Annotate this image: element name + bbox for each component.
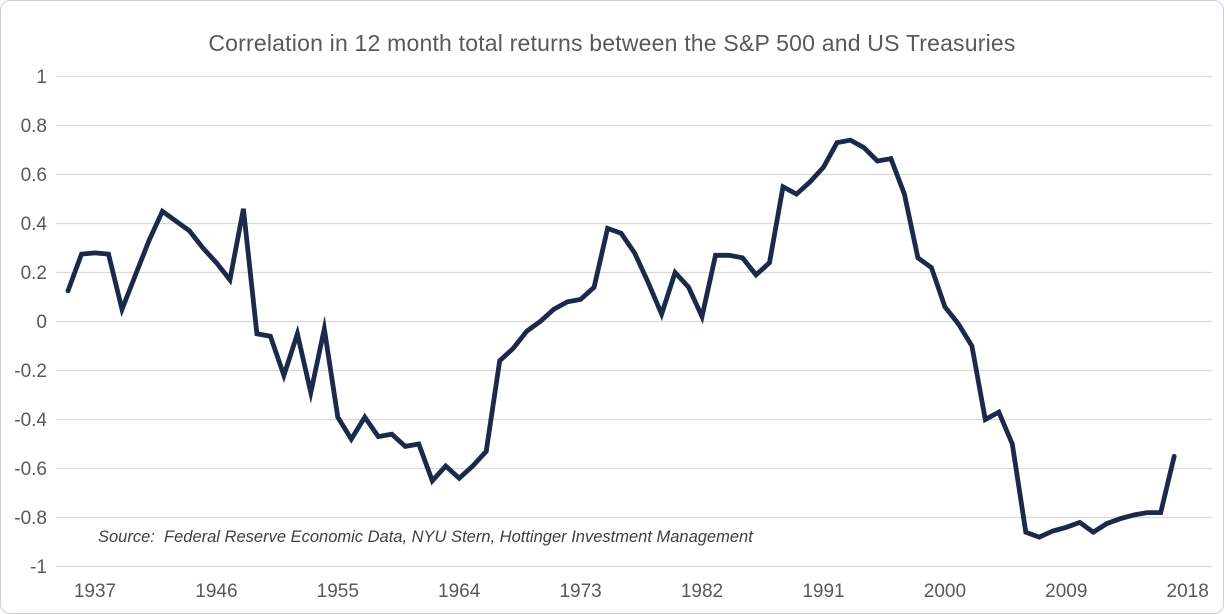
x-axis-tick-label: 1973 [559,581,601,602]
x-axis-tick-label: 2018 [1167,581,1209,602]
correlation-line [65,137,1177,540]
y-axis-tick-label: -0.8 [14,508,47,529]
source-note: Source: Federal Reserve Economic Data, N… [98,528,753,546]
x-axis-tick-label: 1955 [317,581,359,602]
y-axis-tick-label: -0.4 [14,410,47,431]
y-axis-tick-label: -0.6 [14,459,47,480]
y-axis-tick-label: 1 [36,67,47,88]
x-axis-tick-label: 1946 [195,581,237,602]
chart-title: Correlation in 12 month total returns be… [208,30,1016,56]
y-axis-tick-label: 0.6 [21,165,47,186]
y-axis-tick-label: 0 [36,312,47,333]
y-axis-tick-label: -1 [30,557,47,578]
x-axis-tick-label: 2009 [1045,581,1087,602]
y-axis-tick-label: 0.8 [21,116,47,137]
x-axis-tick-label: 1991 [802,581,844,602]
x-axis-tick-label: 2000 [924,581,966,602]
y-axis-tick-label: -0.2 [14,361,47,382]
x-axis-tick-label: 1982 [681,581,723,602]
x-axis-tick-label: 1964 [438,581,481,602]
x-axis-tick-label: 1937 [74,581,116,602]
y-axis-tick-label: 0.2 [21,263,47,284]
y-axis-tick-label: 0.4 [21,214,48,235]
